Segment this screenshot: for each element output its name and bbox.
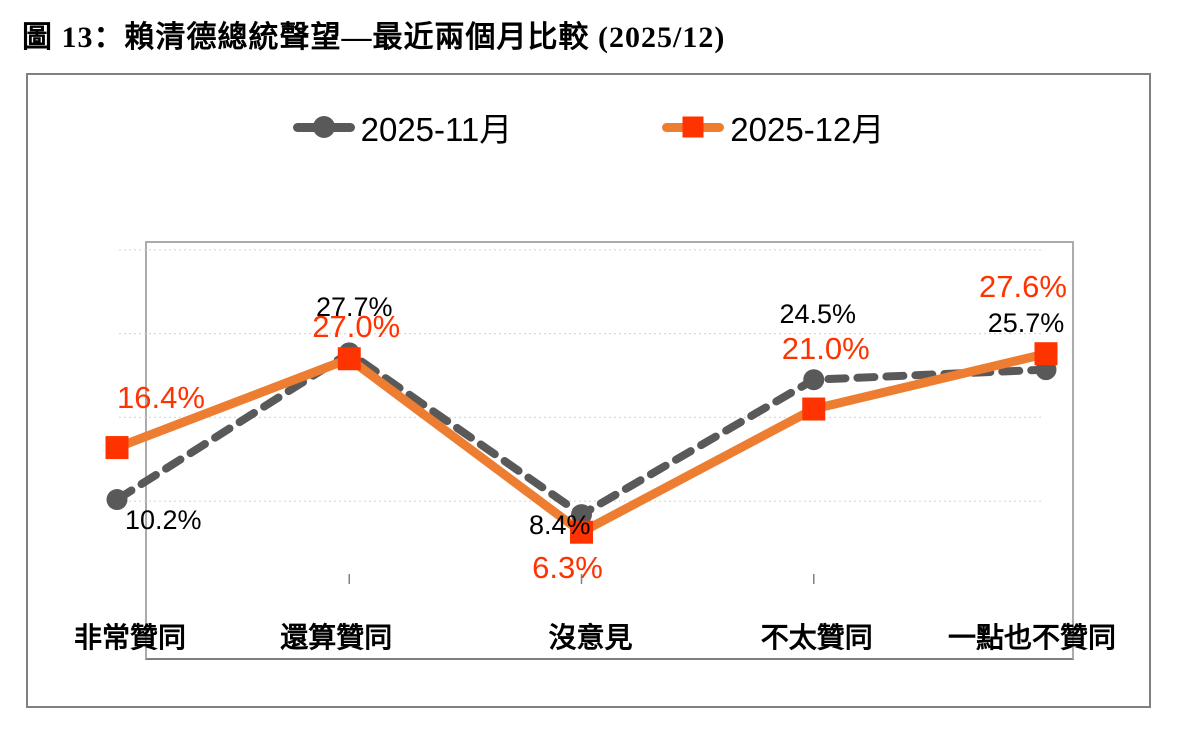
circle-marker — [803, 369, 825, 391]
x-axis-label-2: 沒意見 — [548, 622, 633, 653]
x-axis-label-4: 一點也不贊同 — [947, 622, 1117, 653]
circle-marker — [106, 489, 128, 511]
data-label-dec-2: 6.3% — [532, 550, 603, 586]
x-axis-label-0: 非常贊同 — [73, 622, 187, 653]
data-label-dec-1: 27.0% — [312, 308, 401, 344]
square-marker — [105, 436, 129, 460]
data-label-nov-1: 27.7% — [315, 291, 393, 322]
square-marker — [802, 397, 826, 421]
data-label-dec-3: 21.0% — [781, 331, 870, 367]
x-axis-label-3: 不太贊同 — [760, 622, 873, 653]
plot-area — [145, 241, 1074, 660]
data-label-dec-4: 27.6% — [979, 268, 1067, 304]
chart-frame: 2025-11月 2025-12月 — [26, 73, 1151, 708]
legend-swatch-dec — [662, 115, 725, 139]
legend-item-2025-11: 2025-11月 — [292, 103, 513, 151]
legend-circle-marker-icon — [312, 116, 335, 138]
x-axis-label-1: 還算贊同 — [280, 622, 393, 653]
data-label-dec-0: 16.4% — [117, 379, 205, 415]
square-marker — [337, 347, 361, 371]
legend-label-2025-12: 2025-12月 — [730, 111, 885, 148]
series-line-nov — [113, 348, 1050, 519]
legend-label-2025-11: 2025-11月 — [360, 111, 513, 148]
square-marker — [1034, 342, 1058, 366]
circle-marker — [571, 504, 592, 526]
data-label-nov-2: 8.4% — [528, 509, 591, 540]
data-label-nov-3: 24.5% — [779, 298, 857, 329]
data-label-nov-0: 10.2% — [125, 504, 202, 535]
chart-legend: 2025-11月 2025-12月 — [28, 105, 1149, 149]
data-label-nov-4: 25.7% — [987, 307, 1065, 338]
legend-item-2025-12: 2025-12月 — [662, 103, 884, 151]
figure-title: 圖 13：賴清德總統聲望—最近兩個月比較 (2025/12) — [22, 21, 726, 54]
legend-square-marker-icon — [682, 116, 704, 138]
legend-swatch-nov — [292, 115, 355, 139]
square-marker — [570, 520, 593, 544]
